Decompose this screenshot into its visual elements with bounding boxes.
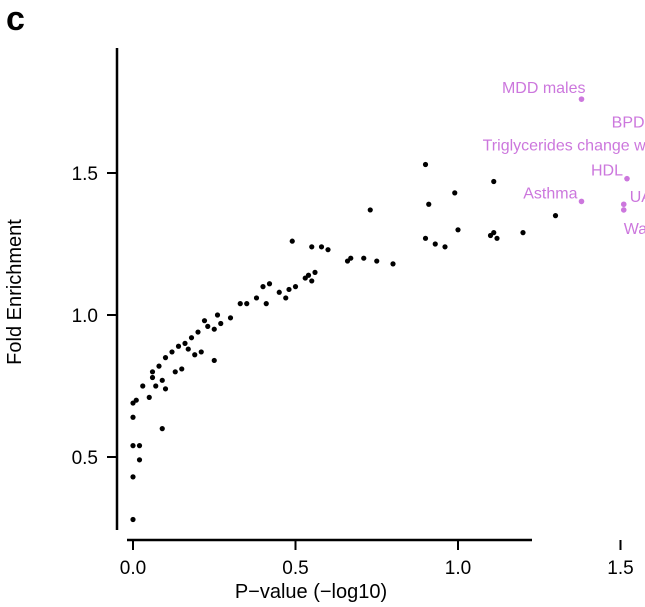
data-point — [292, 284, 299, 290]
data-point — [195, 329, 201, 335]
data-point — [162, 355, 169, 361]
x-axis-title: P−value (−log10) — [235, 581, 387, 603]
highlighted-point — [620, 207, 627, 213]
annotation-label: Triglycerides change with statins — [483, 138, 645, 155]
data-point — [244, 301, 250, 307]
data-point — [201, 318, 208, 324]
highlighted-point — [624, 175, 630, 182]
data-point — [159, 426, 165, 432]
panel-label: c — [6, 0, 25, 38]
highlighted-points — [578, 96, 630, 213]
highlighted-point — [620, 201, 627, 208]
data-point — [172, 369, 178, 375]
data-point — [159, 377, 165, 383]
data-point — [198, 349, 204, 355]
data-point — [276, 289, 282, 295]
data-point — [260, 284, 266, 290]
data-point — [136, 457, 143, 463]
data-point — [374, 258, 380, 264]
x-tick-label: 1.0 — [445, 558, 471, 579]
data-point — [211, 357, 217, 364]
data-point — [286, 286, 292, 293]
data-point — [452, 190, 458, 196]
data-point — [133, 397, 139, 403]
data-point — [263, 301, 269, 307]
data-point — [309, 278, 315, 284]
data-point — [455, 227, 461, 233]
data-point — [140, 383, 146, 389]
data-point — [136, 443, 143, 449]
data-point — [318, 244, 325, 250]
data-point — [211, 326, 217, 332]
data-point — [552, 213, 559, 219]
data-point — [153, 383, 159, 389]
data-point — [305, 272, 312, 278]
data-point — [149, 369, 156, 375]
data-point — [348, 255, 354, 261]
data-point — [491, 178, 497, 185]
data-point — [367, 207, 373, 213]
data-point — [491, 230, 497, 236]
data-point — [442, 244, 448, 250]
data-point — [169, 349, 175, 355]
data-point — [253, 295, 260, 301]
y-tick-label: 1.5 — [72, 164, 98, 185]
highlighted-point — [578, 96, 585, 102]
data-point — [162, 386, 169, 392]
data-point — [130, 474, 136, 480]
annotation-label: UACR — [630, 189, 645, 206]
annotation-label: Waist hip ratio — [624, 221, 645, 238]
x-tick-label: 0.5 — [282, 558, 308, 579]
data-point — [361, 255, 367, 261]
data-point — [130, 443, 136, 449]
base-points — [130, 161, 559, 523]
data-point — [422, 161, 429, 168]
data-point — [130, 414, 136, 420]
data-point — [175, 343, 182, 349]
data-point — [188, 335, 195, 341]
data-point — [156, 363, 162, 369]
data-point — [309, 244, 315, 250]
data-point — [130, 516, 136, 523]
data-point — [289, 238, 295, 244]
y-tick-label: 1.0 — [72, 306, 98, 327]
x-tick-label: 1.5 — [607, 558, 633, 579]
data-point — [205, 323, 211, 329]
y-tick-label: 0.5 — [72, 448, 98, 469]
data-point — [192, 352, 198, 358]
data-point — [218, 320, 224, 327]
data-point — [390, 261, 396, 267]
annotation-label: Asthma — [523, 185, 577, 202]
x-tick-label: 0.0 — [120, 558, 146, 579]
data-point — [149, 374, 156, 381]
axes — [115, 48, 532, 542]
data-point — [426, 201, 432, 207]
annotation-label: HDL — [591, 163, 623, 180]
y-axis-title: Fold Enrichment — [4, 219, 26, 365]
axis-ticks: 0.00.51.01.52.00.51.01.5 — [72, 164, 634, 579]
data-point — [214, 312, 221, 318]
data-point — [182, 340, 188, 346]
data-point — [422, 235, 429, 241]
data-point — [432, 241, 438, 247]
data-point — [185, 346, 191, 352]
data-point — [325, 247, 331, 253]
annotation-label: MDD males — [502, 80, 586, 97]
data-point — [146, 394, 152, 400]
data-point — [237, 301, 243, 307]
annotation-label: BPD alcoholics — [612, 114, 645, 131]
data-point — [227, 315, 234, 321]
data-point — [179, 366, 185, 372]
data-point — [520, 230, 526, 236]
highlighted-point — [578, 198, 585, 205]
data-point — [266, 281, 273, 287]
data-point — [283, 295, 289, 301]
data-point — [312, 269, 318, 275]
data-point — [494, 235, 500, 241]
